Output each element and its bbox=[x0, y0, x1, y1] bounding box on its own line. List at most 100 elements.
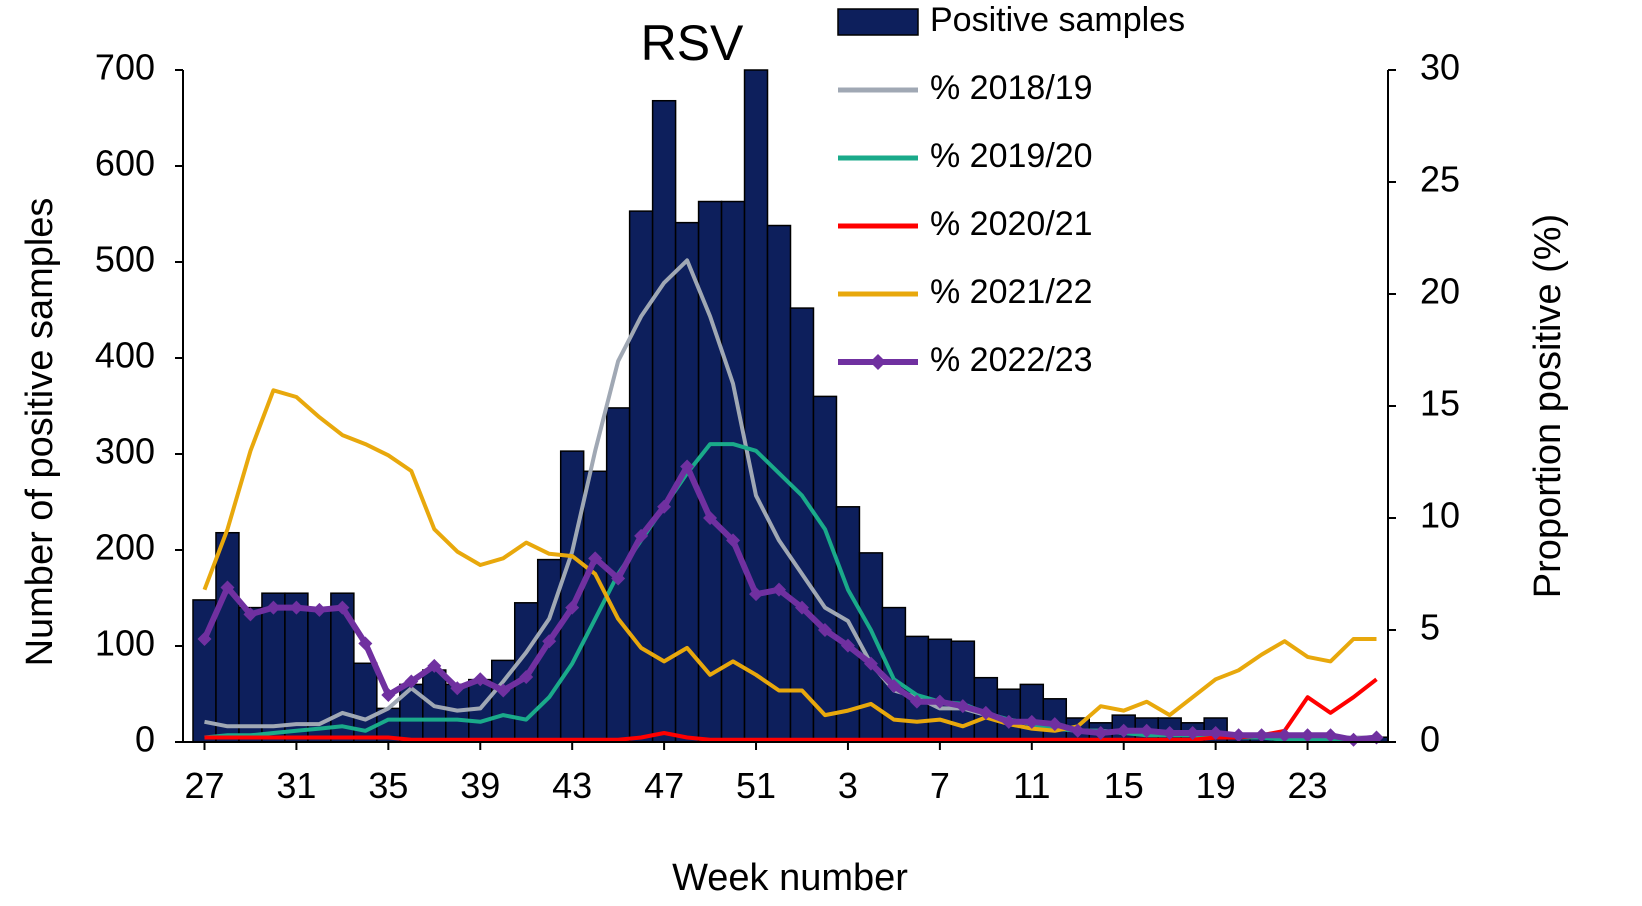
bar bbox=[651, 99, 677, 743]
x-tick-label: 51 bbox=[736, 765, 776, 806]
legend-label: % 2018/19 bbox=[930, 69, 1093, 107]
marker bbox=[312, 602, 327, 617]
marker bbox=[794, 600, 809, 615]
legend-marker bbox=[870, 354, 886, 370]
bar bbox=[215, 531, 240, 743]
marker bbox=[1323, 728, 1338, 743]
y-tick-label: 700 bbox=[95, 47, 155, 88]
marker bbox=[588, 551, 603, 566]
x-tick-label: 27 bbox=[184, 765, 224, 806]
x-tick-label: 3 bbox=[838, 765, 858, 806]
marker bbox=[496, 683, 511, 698]
x-tick-label: 23 bbox=[1288, 765, 1328, 806]
marker bbox=[519, 670, 534, 685]
bar bbox=[743, 69, 769, 743]
bar bbox=[284, 592, 309, 743]
marker bbox=[1254, 728, 1269, 743]
marker bbox=[289, 600, 304, 615]
x-tick-label: 19 bbox=[1196, 765, 1236, 806]
bar bbox=[789, 307, 815, 743]
marker bbox=[1070, 723, 1085, 738]
marker bbox=[932, 694, 947, 709]
bar bbox=[628, 210, 654, 743]
bar bbox=[927, 638, 953, 743]
y2-tick-label: 25 bbox=[1420, 159, 1460, 200]
marker bbox=[1093, 726, 1108, 741]
y2-tick-label: 0 bbox=[1420, 719, 1440, 760]
y-tick-label: 600 bbox=[95, 143, 155, 184]
y2-tick-label: 15 bbox=[1420, 383, 1460, 424]
bar bbox=[1019, 683, 1045, 743]
y-tick-label: 400 bbox=[95, 335, 155, 376]
bar bbox=[812, 395, 838, 743]
legend-label: % 2019/20 bbox=[930, 137, 1093, 175]
y2-tick-label: 5 bbox=[1420, 607, 1440, 648]
legend-label: % 2020/21 bbox=[930, 205, 1093, 243]
marker bbox=[427, 658, 442, 673]
marker bbox=[1346, 732, 1361, 747]
x-tick-label: 15 bbox=[1104, 765, 1144, 806]
x-tick-label: 11 bbox=[1013, 765, 1050, 806]
marker bbox=[358, 636, 373, 651]
marker bbox=[680, 459, 695, 474]
x-tick-label: 35 bbox=[368, 765, 408, 806]
marker bbox=[1300, 728, 1315, 743]
y-tick-label: 0 bbox=[135, 719, 155, 760]
marker bbox=[1277, 728, 1292, 743]
x-tick-label: 47 bbox=[644, 765, 684, 806]
bar bbox=[697, 200, 723, 743]
line bbox=[201, 463, 1377, 743]
marker bbox=[749, 587, 764, 602]
marker bbox=[473, 672, 488, 687]
marker bbox=[220, 580, 235, 595]
line bbox=[202, 388, 1377, 733]
marker bbox=[1047, 717, 1062, 732]
x-axis-title: Week number bbox=[672, 857, 908, 899]
marker bbox=[955, 699, 970, 714]
marker bbox=[1185, 726, 1200, 741]
y2-tick-label: 20 bbox=[1420, 271, 1460, 312]
marker bbox=[1139, 723, 1154, 738]
x-tick-label: 31 bbox=[276, 765, 316, 806]
marker bbox=[611, 571, 626, 586]
marker bbox=[1116, 723, 1131, 738]
marker bbox=[726, 533, 741, 548]
marker bbox=[978, 705, 993, 720]
legend-label: Positive samples bbox=[930, 1, 1185, 39]
marker bbox=[1001, 714, 1016, 729]
chart-title: RSV bbox=[641, 15, 744, 71]
marker bbox=[703, 511, 718, 525]
legend-swatch bbox=[837, 8, 919, 36]
y2-axis-title: Proportion positive (%) bbox=[1527, 214, 1569, 598]
bar bbox=[238, 606, 263, 743]
marker bbox=[243, 607, 258, 622]
marker bbox=[1231, 728, 1246, 743]
x-tick-label: 43 bbox=[552, 765, 592, 806]
marker bbox=[817, 623, 832, 637]
marker bbox=[335, 600, 350, 615]
line bbox=[204, 677, 1378, 742]
bar bbox=[261, 592, 286, 743]
y2-tick-label: 10 bbox=[1420, 495, 1460, 536]
marker bbox=[863, 656, 878, 671]
marker bbox=[565, 600, 580, 615]
x-tick-label: 39 bbox=[460, 765, 500, 806]
legend-label: % 2022/23 bbox=[930, 341, 1093, 379]
y-tick-label: 100 bbox=[95, 623, 155, 664]
marker bbox=[381, 687, 396, 702]
marker bbox=[1024, 714, 1039, 729]
y2-tick-label: 30 bbox=[1420, 47, 1460, 88]
marker bbox=[772, 582, 787, 597]
marker bbox=[404, 674, 419, 689]
y-axis-title: Number of positive samples bbox=[19, 198, 61, 667]
marker bbox=[886, 679, 901, 693]
marker bbox=[657, 499, 672, 514]
marker bbox=[909, 694, 924, 709]
marker bbox=[1162, 726, 1177, 741]
y-tick-label: 300 bbox=[95, 431, 155, 472]
marker bbox=[266, 600, 281, 615]
marker bbox=[450, 681, 465, 696]
y-tick-label: 200 bbox=[95, 527, 155, 568]
legend-label: % 2021/22 bbox=[930, 273, 1093, 311]
